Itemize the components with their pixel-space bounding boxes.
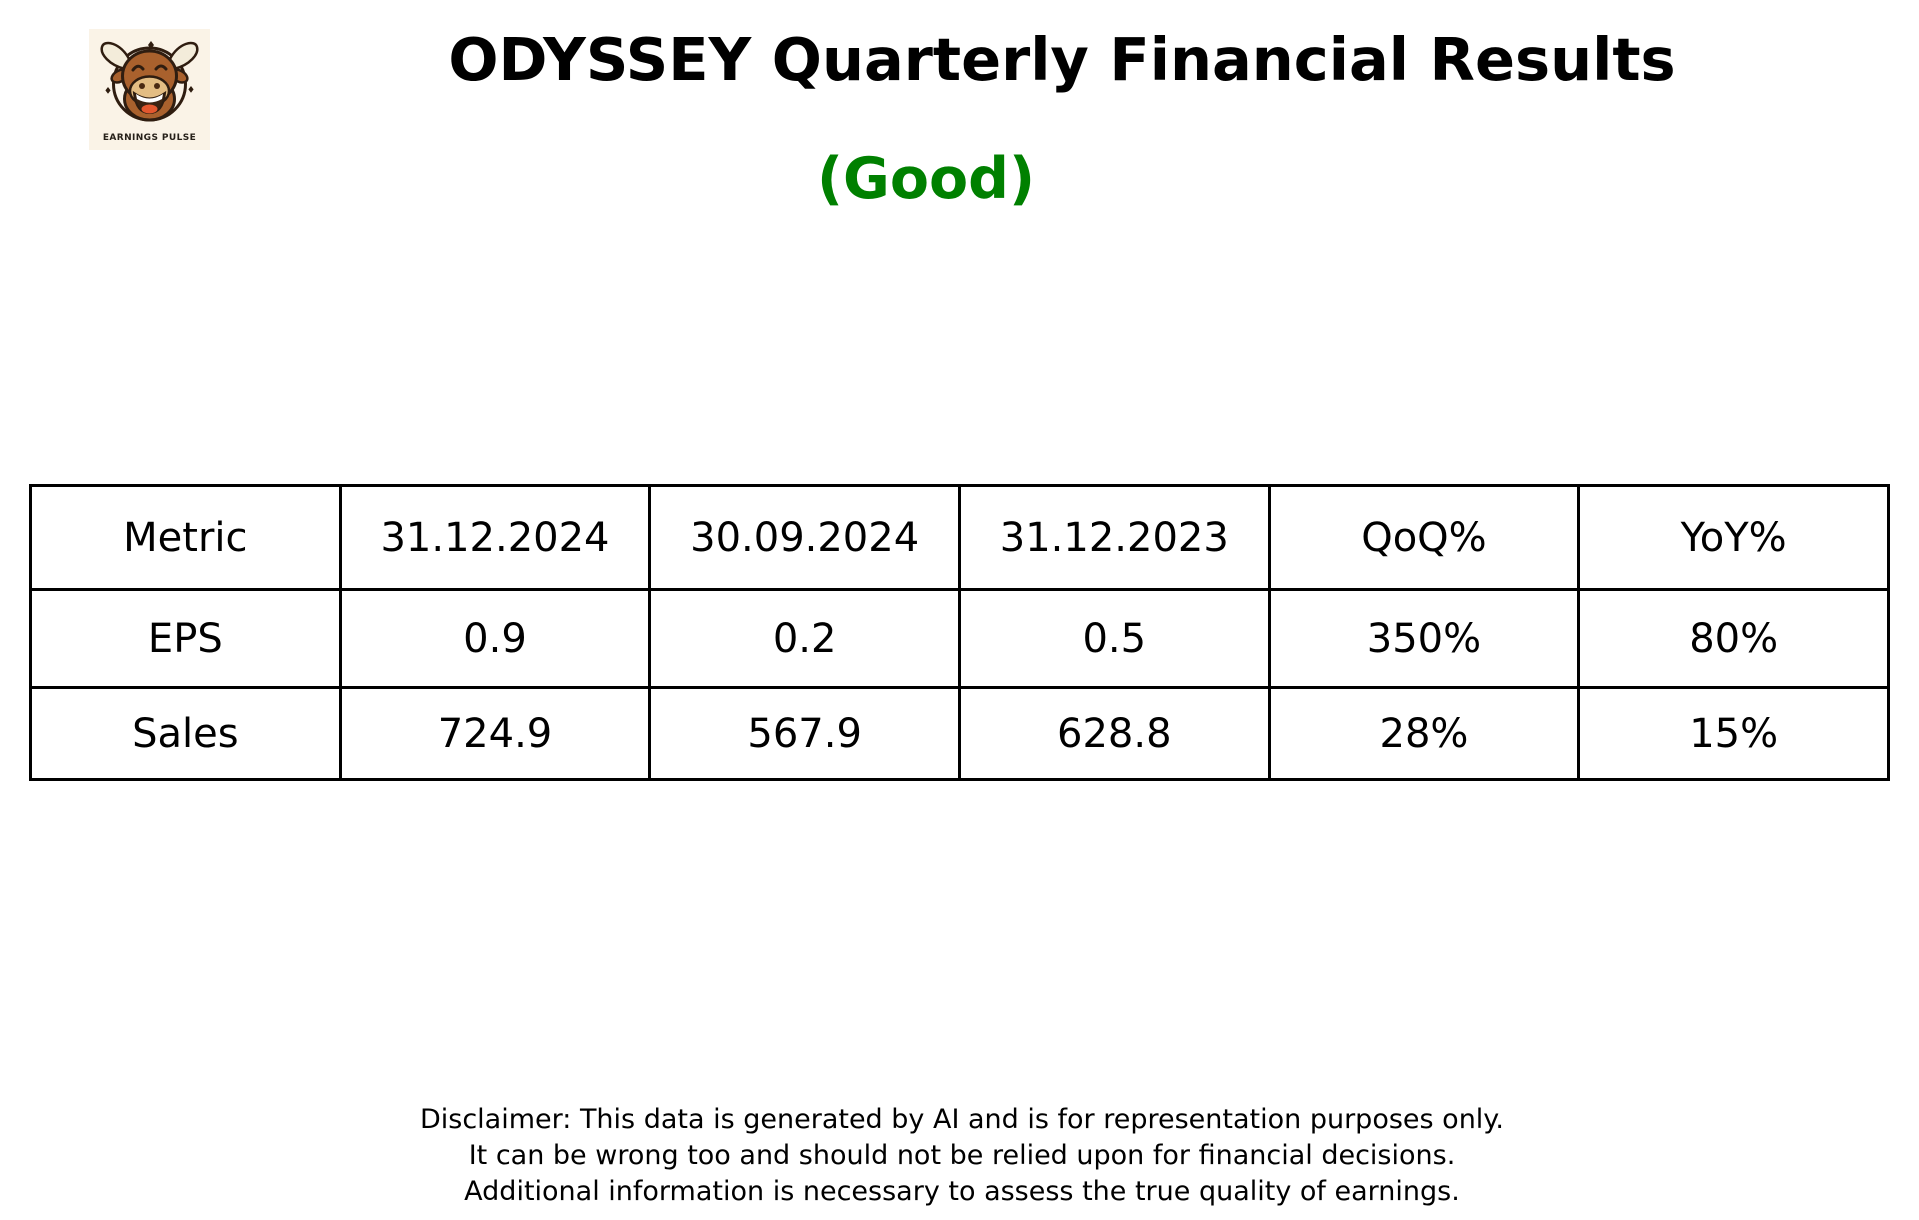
sales-metric-label: Sales (29, 686, 342, 781)
disclaimer-line-2: It can be wrong too and should not be re… (468, 1140, 1456, 1171)
eps-q-previous: 0.2 (648, 588, 961, 689)
col-header-qoq: QoQ% (1267, 484, 1581, 591)
sales-qoq-change: 28% (1267, 686, 1581, 781)
eps-yoy-change: 80% (1577, 588, 1890, 689)
table-row-sales: Sales 724.9 567.9 628.8 28% 15% (29, 686, 1890, 781)
col-header-q-yearago: 31.12.2023 (957, 484, 1271, 591)
eps-metric-label: EPS (29, 588, 342, 689)
table-header-row: Metric 31.12.2024 30.09.2024 31.12.2023 … (29, 484, 1890, 591)
table-row-eps: EPS 0.9 0.2 0.5 350% 80% (29, 588, 1890, 689)
eps-q-yearago: 0.5 (957, 588, 1271, 689)
brand-name: EARNINGS PULSE (102, 133, 197, 143)
disclaimer-line-1: Disclaimer: This data is generated by AI… (419, 1104, 1505, 1135)
col-header-metric: Metric (29, 484, 342, 591)
disclaimer: Disclaimer: This data is generated by AI… (420, 1102, 1504, 1210)
page-title: ODYSSEY Quarterly Financial Results (448, 25, 1676, 94)
bull-logo-icon (100, 41, 199, 122)
brand-logo: EARNINGS PULSE (89, 29, 210, 150)
sales-yoy-change: 15% (1577, 686, 1890, 781)
col-header-q-current: 31.12.2024 (338, 484, 652, 591)
disclaimer-line-3: Additional information is necessary to a… (464, 1176, 1460, 1207)
sales-q-yearago: 628.8 (957, 686, 1271, 781)
results-table: Metric 31.12.2024 30.09.2024 31.12.2023 … (29, 484, 1890, 781)
col-header-yoy: YoY% (1577, 484, 1890, 591)
eps-q-current: 0.9 (338, 588, 652, 689)
verdict-label: (Good) (816, 146, 1036, 212)
eps-qoq-change: 350% (1267, 588, 1581, 689)
sales-q-previous: 567.9 (648, 686, 961, 781)
col-header-q-previous: 30.09.2024 (648, 484, 961, 591)
sales-q-current: 724.9 (338, 686, 652, 781)
